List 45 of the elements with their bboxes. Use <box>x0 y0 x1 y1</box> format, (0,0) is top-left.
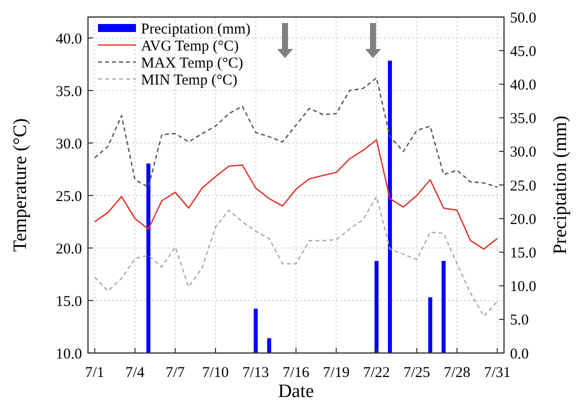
x-tick-label: 7/28 <box>444 365 470 381</box>
y-axis-title: Temperature (°C) <box>10 118 31 252</box>
x-tick-label: 7/4 <box>125 365 146 381</box>
line-series <box>94 139 498 250</box>
y-tick-label: 40.0 <box>56 31 82 48</box>
y2-tick-label: 15.0 <box>510 245 536 262</box>
y-tick-label: 10.0 <box>56 346 82 362</box>
x-tick-label: 7/25 <box>403 365 430 381</box>
x-tick-label: 7/22 <box>363 365 390 381</box>
x-tick-label: 7/19 <box>322 365 350 381</box>
y2-tick-label: 40.0 <box>510 77 536 94</box>
y-tick-label: 35.0 <box>56 84 82 100</box>
y-tick-label: 25.0 <box>56 188 82 205</box>
bar <box>442 260 446 353</box>
bar <box>254 308 258 353</box>
y2-tick-label: 5.0 <box>510 312 529 329</box>
x-tick-label: 7/13 <box>242 365 270 381</box>
y-tick-label: 30.0 <box>56 136 82 152</box>
y2-tick-label: 0.0 <box>510 346 529 362</box>
y2-tick-label: 20.0 <box>510 212 536 228</box>
x-tick-label: 7/31 <box>484 365 511 381</box>
bar <box>388 60 392 353</box>
bar <box>146 163 150 353</box>
bar <box>428 297 432 353</box>
y2-tick-label: 25.0 <box>510 178 536 194</box>
x-tick-label: 7/16 <box>282 365 310 381</box>
y2-axis-title: Preciptation (mm) <box>550 116 571 254</box>
legend-label: MIN Temp (°C) <box>141 72 238 88</box>
y-tick-label: 20.0 <box>56 241 82 258</box>
bar <box>374 260 379 353</box>
y2-tick-label: 45.0 <box>510 44 536 60</box>
line-series <box>94 196 498 317</box>
x-axis-title: Date <box>278 381 314 400</box>
y-tick-label: 15.0 <box>56 294 82 310</box>
x-tick-label: 7/7 <box>166 365 186 381</box>
bar <box>267 338 272 353</box>
y2-tick-label: 50.0 <box>510 10 536 26</box>
legend-label: Preciptation (mm) <box>141 21 251 38</box>
y2-tick-label: 35.0 <box>510 111 536 128</box>
legend-label: AVG Temp (°C) <box>141 38 239 54</box>
legend-label: MAX Temp (°C) <box>141 55 244 72</box>
y2-tick-label: 10.0 <box>510 279 536 296</box>
x-tick-label: 7/10 <box>202 365 229 381</box>
y2-tick-label: 30.0 <box>510 144 536 161</box>
x-tick-label: 7/1 <box>85 365 104 381</box>
